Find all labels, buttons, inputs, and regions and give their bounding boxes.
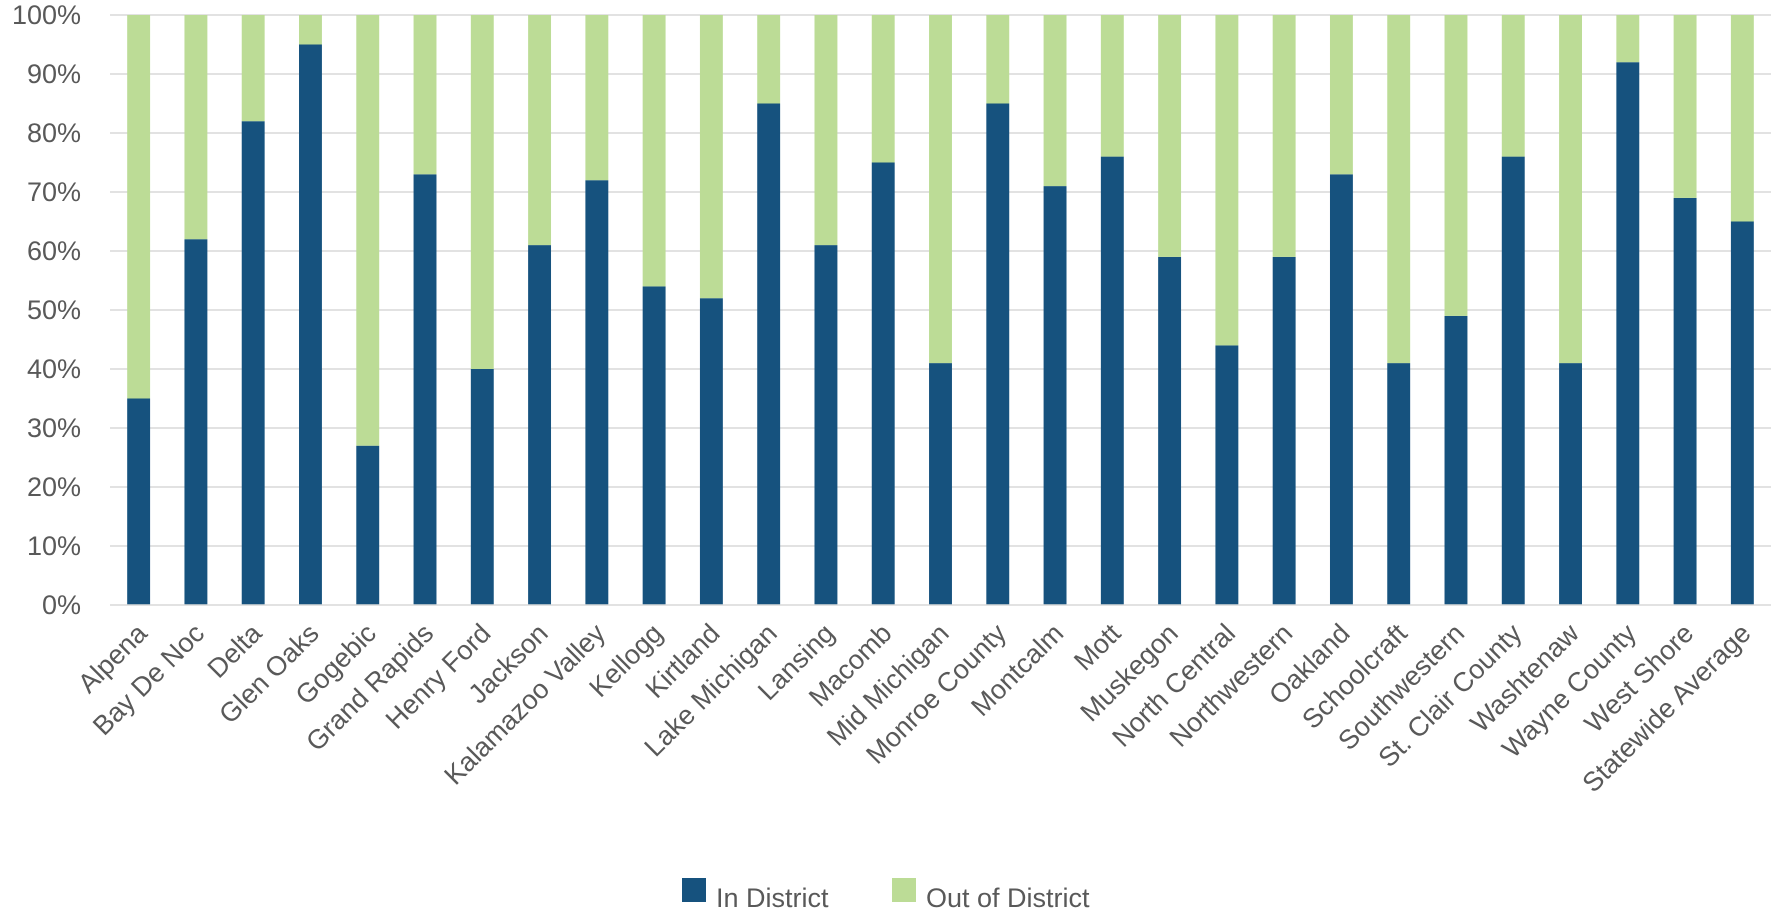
bar-out-of-district (1043, 15, 1067, 187)
bar-in-district (1215, 345, 1239, 605)
bar-in-district (1616, 62, 1640, 605)
bar-out-of-district (871, 15, 895, 163)
y-tick-label: 10% (27, 531, 81, 561)
bar-in-district (1387, 363, 1411, 605)
bar-out-of-district (127, 15, 151, 399)
y-tick-label: 100% (12, 0, 81, 30)
bar-in-district (1730, 221, 1754, 605)
bar-in-district (1043, 186, 1067, 605)
bar-out-of-district (642, 15, 666, 287)
bar-out-of-district (986, 15, 1010, 104)
legend-swatch-in-district (682, 878, 706, 902)
bar-in-district (757, 103, 781, 605)
bar-out-of-district (1616, 15, 1640, 63)
bar-in-district (299, 44, 322, 605)
bar-out-of-district (1444, 15, 1468, 316)
bar-in-district (642, 286, 666, 605)
bar-in-district (1272, 256, 1296, 605)
bar-out-of-district (757, 15, 781, 104)
bar-out-of-district (356, 15, 380, 446)
bar-out-of-district (413, 15, 437, 175)
bar-in-district (814, 245, 838, 605)
bar-out-of-district (299, 15, 322, 45)
bar-in-district (413, 174, 437, 606)
bar-out-of-district (1559, 15, 1582, 364)
bar-out-of-district (528, 15, 552, 246)
y-tick-label: 90% (27, 59, 81, 89)
bar-out-of-district (929, 15, 952, 364)
bar-out-of-district (1158, 15, 1182, 257)
bar-out-of-district (1387, 15, 1411, 364)
bar-out-of-district (699, 15, 723, 299)
bar-out-of-district (814, 15, 838, 246)
legend-label-out-of-district: Out of District (926, 883, 1090, 913)
bar-in-district (1329, 174, 1353, 606)
y-tick-label: 70% (27, 177, 81, 207)
legend-swatch-out-of-district (892, 878, 916, 902)
y-tick-label: 80% (27, 118, 81, 148)
y-tick-label: 30% (27, 413, 81, 443)
legend-label-in-district: In District (716, 883, 829, 913)
bar-in-district (1444, 315, 1468, 605)
bar-out-of-district (585, 15, 609, 181)
bar-out-of-district (1730, 15, 1754, 222)
bar-out-of-district (1329, 15, 1353, 175)
bar-out-of-district (1501, 15, 1525, 157)
bar-in-district (929, 363, 952, 605)
bar-in-district (528, 245, 552, 605)
bar-in-district (356, 445, 380, 605)
bar-in-district (1673, 197, 1697, 605)
bar-in-district (241, 121, 265, 605)
y-tick-label: 50% (27, 295, 81, 325)
y-tick-label: 20% (27, 472, 81, 502)
bar-in-district (184, 239, 208, 605)
bar-in-district (585, 180, 609, 605)
bar-out-of-district (1215, 15, 1239, 346)
bar-in-district (127, 398, 151, 605)
y-axis-tick-labels: 0% 10% 20% 30% 40% 50% 60% 70% 80% 90% 100% (12, 0, 81, 620)
bar-out-of-district (241, 15, 265, 122)
bar-in-district (1100, 156, 1124, 605)
bar-in-district (1559, 363, 1582, 605)
bar-out-of-district (1100, 15, 1124, 157)
legend: In District Out of District (682, 878, 1090, 913)
y-tick-label: 40% (27, 354, 81, 384)
bar-in-district (986, 103, 1010, 605)
bar-out-of-district (184, 15, 208, 240)
bar-in-district (871, 162, 895, 605)
y-tick-label: 0% (42, 590, 81, 620)
bar-out-of-district (1673, 15, 1697, 198)
bar-out-of-district (1272, 15, 1296, 257)
bar-in-district (699, 298, 723, 605)
bar-out-of-district (470, 15, 494, 369)
bar-in-district (1501, 156, 1525, 605)
bar-in-district (470, 369, 494, 605)
bar-in-district (1158, 256, 1182, 605)
bars (127, 15, 1754, 606)
y-tick-label: 60% (27, 236, 81, 266)
